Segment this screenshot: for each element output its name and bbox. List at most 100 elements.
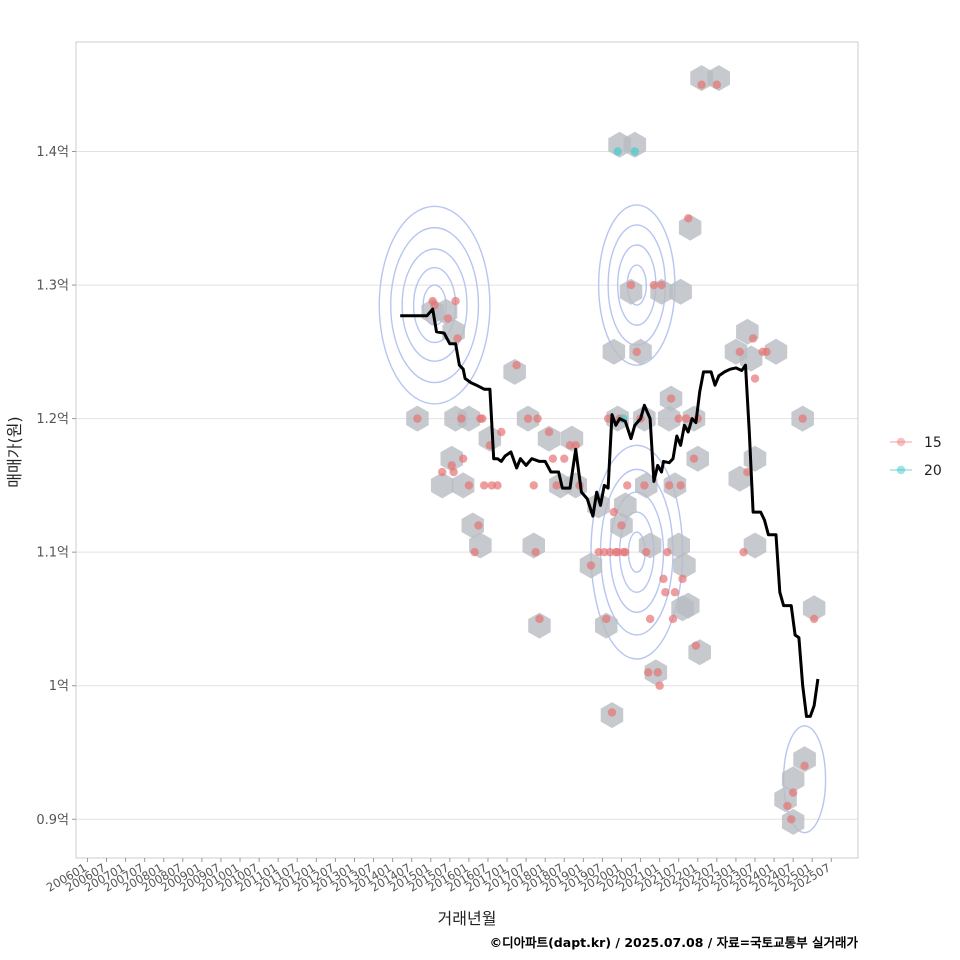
data-point-15 [670, 588, 680, 597]
data-point-15 [453, 334, 462, 343]
data-point-15 [684, 214, 693, 223]
x-axis-title: 거래년월 [438, 909, 497, 928]
data-point-15 [674, 414, 683, 423]
data-point-15 [626, 280, 636, 290]
data-point-15 [458, 454, 468, 463]
hexbin-cell [667, 532, 690, 559]
data-point-15 [623, 481, 632, 490]
y-tick-label: 1.3억 [36, 279, 69, 294]
data-point-15 [661, 588, 670, 597]
data-point-15 [609, 507, 619, 517]
data-point-15 [655, 681, 664, 690]
y-tick-label: 0.9억 [36, 813, 69, 828]
data-point-15 [735, 347, 744, 357]
hexbin-cell [528, 612, 551, 639]
hexbin-cell [673, 552, 696, 579]
data-point-15 [586, 561, 596, 570]
data-point-15 [621, 547, 630, 557]
y-axis-ticks: 0.9억 1억 1.1억 1.2억 1.3억 1.4억 [36, 145, 76, 828]
hexbin-cell [537, 425, 561, 452]
data-point-15 [668, 614, 678, 624]
hexbin-cell [690, 65, 713, 92]
data-point-15 [682, 414, 691, 423]
hexbin-cell [743, 532, 767, 559]
data-point-15 [666, 394, 676, 403]
data-point-15 [676, 481, 685, 490]
chart-caption: ©디아파트(dapt.kr) / 2025.07.08 / 자료=국토교통부 실… [490, 935, 859, 950]
hexbin-cell [802, 595, 826, 622]
data-point-15 [451, 296, 460, 306]
data-point-15 [560, 454, 569, 463]
data-point-15 [544, 427, 554, 437]
data-point-15 [632, 347, 641, 357]
density-contours [378, 204, 827, 834]
data-point-15 [430, 300, 439, 310]
data-point-15 [464, 481, 474, 490]
gridlines [76, 151, 858, 820]
hexbin-cell [457, 405, 481, 432]
y-tick-label: 1.4억 [36, 145, 69, 160]
data-point-15 [512, 360, 521, 370]
density-contour [390, 226, 480, 384]
data-point-15 [748, 334, 758, 343]
data-point-15 [548, 454, 558, 463]
hexbin-cell [669, 278, 692, 305]
data-point-15 [529, 481, 538, 490]
data-point-20 [630, 147, 640, 156]
data-point-15 [533, 414, 542, 423]
data-point-15 [678, 574, 687, 584]
data-point-15 [438, 467, 447, 477]
data-point-15 [788, 788, 798, 797]
hexbin-cell [793, 746, 816, 773]
data-point-15 [691, 641, 701, 650]
data-point-15 [643, 668, 653, 677]
plot-panel-border [75, 41, 859, 859]
data-point-15 [497, 427, 506, 437]
data-point-15 [552, 481, 561, 490]
hexbin-cell [595, 612, 618, 639]
data-point-15 [783, 801, 792, 811]
hexbin-cell [657, 405, 681, 432]
hexbin-cell [614, 492, 637, 519]
hexbin-cell [461, 512, 484, 539]
data-point-15 [659, 574, 668, 584]
density-contour [378, 205, 491, 405]
data-point-15 [602, 614, 611, 624]
data-point-15 [787, 815, 796, 824]
legend-key-20 [896, 465, 906, 475]
data-point-15 [653, 668, 662, 677]
data-point-15 [697, 80, 706, 89]
data-point-15 [739, 547, 748, 557]
y-tick-label: 1.1억 [36, 546, 69, 561]
data-point-15 [470, 547, 479, 557]
hexbin-cell [678, 214, 702, 241]
data-point-15 [449, 467, 458, 477]
legend-label: 15 [924, 435, 942, 451]
data-point-15 [657, 280, 666, 290]
hexbin-cell [440, 445, 463, 472]
hexbin-cell [619, 278, 643, 305]
hexbin-cell [602, 338, 626, 365]
hexbin-cell [781, 766, 805, 793]
data-point-15 [413, 414, 422, 423]
data-point-15 [535, 614, 544, 624]
data-point-15 [571, 441, 580, 450]
data-point-15 [663, 547, 672, 557]
data-point-20 [613, 147, 622, 156]
data-point-15 [649, 280, 659, 290]
data-point-15 [617, 521, 626, 530]
data-point-15 [642, 547, 651, 557]
hexbin-cell [764, 338, 788, 365]
data-point-15 [523, 414, 533, 423]
data-point-15 [607, 708, 617, 717]
data-point-15 [478, 414, 487, 423]
y-tick-label: 1.2억 [36, 412, 69, 427]
data-point-15 [750, 374, 760, 383]
hexbin-cell [623, 131, 647, 158]
legend-key-15 [896, 437, 906, 447]
density-contour [401, 248, 468, 362]
data-point-15 [640, 481, 649, 490]
data-point-15 [762, 347, 771, 357]
data-point-15 [800, 761, 809, 771]
